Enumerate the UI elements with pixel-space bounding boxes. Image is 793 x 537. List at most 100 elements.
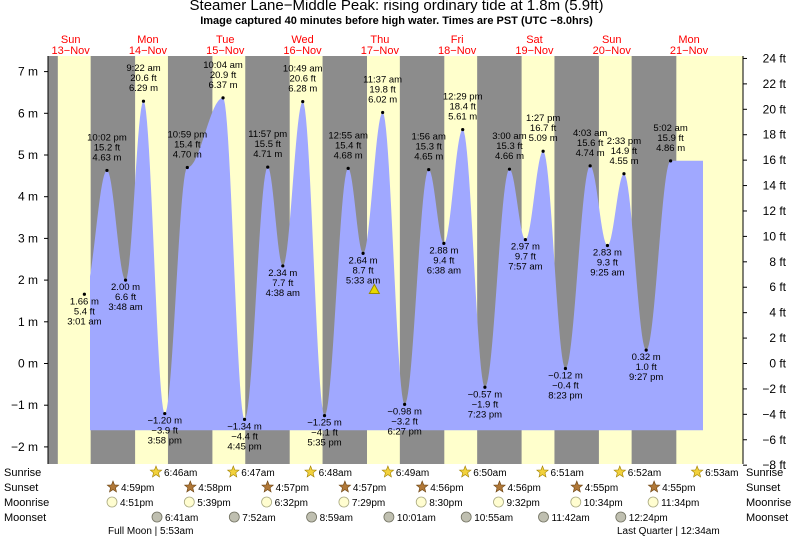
sunset-icon	[106, 480, 120, 493]
day-date: 16−Nov	[283, 45, 322, 57]
moonrise-icon	[183, 496, 195, 508]
tide-point	[461, 127, 465, 132]
moonset-time: 11:42am	[552, 513, 590, 524]
sunrise-time: 6:48am	[319, 468, 352, 479]
right-tick-label: 2 ft	[769, 331, 786, 345]
right-tick-label: 12 ft	[763, 204, 787, 218]
right-tick-label: 22 ft	[763, 77, 787, 91]
tide-label: 3:58 pm	[148, 436, 182, 447]
moonrise-icon	[493, 496, 504, 508]
tide-label: 3:01 am	[67, 316, 101, 327]
tide-label: 0.32 m	[632, 352, 661, 363]
moon-phase-note: Full Moon | 5:53am	[108, 526, 193, 537]
sunset-icon	[570, 480, 584, 493]
moonset-icon	[228, 511, 240, 523]
tide-label: 2:33 pm	[607, 136, 641, 147]
row-label-right: Sunrise	[746, 467, 783, 479]
right-tick-label: −2 ft	[762, 382, 786, 396]
tide-label: 4:38 am	[266, 288, 300, 299]
chart-title: Steamer Lane−Middle Peak: rising ordinar…	[189, 0, 604, 14]
tide-label: 16.7 ft	[530, 123, 557, 134]
right-tick-label: 14 ft	[763, 179, 787, 193]
sunrise-time: 6:49am	[396, 468, 429, 479]
tide-label: 5.09 m	[529, 133, 558, 144]
tide-label: −4.1 ft	[311, 428, 338, 439]
day-name: Mon	[678, 34, 699, 46]
sunrise-icon	[304, 465, 318, 478]
day-name: Mon	[137, 34, 158, 46]
left-tick-label: 0 m	[18, 357, 38, 371]
day-name: Wed	[291, 34, 313, 46]
day-date: 14−Nov	[129, 45, 168, 57]
tide-point	[563, 366, 568, 371]
tide-point	[82, 292, 86, 296]
sunset-icon	[647, 480, 661, 493]
tide-point	[185, 165, 189, 170]
tide-label: 18.4 ft	[449, 102, 476, 113]
sunset-icon	[261, 480, 275, 493]
tide-label: 2.34 m	[268, 268, 297, 279]
day-name: Fri	[451, 34, 464, 46]
right-tick-label: 8 ft	[769, 255, 786, 269]
tide-label: 3:48 am	[108, 302, 142, 313]
sunset-time: 4:57pm	[276, 483, 309, 494]
right-tick-label: 10 ft	[763, 229, 787, 243]
tide-label: −1.25 m	[307, 418, 342, 429]
tide-point	[163, 411, 167, 416]
row-label-right: Moonset	[746, 512, 788, 524]
row-label-left: Sunset	[4, 482, 38, 494]
right-tick-label: 18 ft	[763, 128, 787, 142]
tide-label: 9:22 am	[126, 63, 160, 74]
moonset-icon	[306, 511, 318, 523]
day-name: Thu	[370, 34, 389, 46]
right-tick-label: −6 ft	[762, 433, 786, 447]
row-label-right: Moonrise	[746, 497, 791, 509]
tide-label: 1.66 m	[70, 296, 99, 307]
moonrise-icon	[570, 496, 582, 508]
tide-label: 20.6 ft	[130, 73, 157, 84]
tide-label: 4.55 m	[609, 156, 638, 167]
sunset-time: 4:57pm	[353, 483, 386, 494]
moonrise-icon	[261, 496, 273, 508]
tide-point	[442, 241, 446, 246]
tide-label: 9.7 ft	[515, 252, 536, 263]
tide-area	[90, 97, 703, 431]
right-tick-label: −8 ft	[762, 458, 786, 472]
tide-label: 15.5 ft	[255, 139, 282, 150]
moonset-time: 7:52am	[242, 513, 275, 524]
tide-label: 10:59 pm	[168, 130, 208, 141]
sunrise-icon	[226, 465, 240, 478]
moonset-time: 6:41am	[165, 513, 198, 524]
tide-label: 10:02 pm	[87, 132, 127, 143]
tide-label: 9.3 ft	[597, 257, 618, 268]
row-label-left: Moonset	[4, 512, 46, 524]
day-date: 15−Nov	[206, 45, 245, 57]
row-label-left: Sunrise	[4, 467, 41, 479]
right-tick-label: 0 ft	[769, 357, 786, 371]
left-tick-label: 6 m	[18, 106, 38, 120]
tide-label: 1:27 pm	[526, 113, 560, 124]
tide-label: 1.0 ft	[636, 362, 657, 373]
tide-label: 15.3 ft	[496, 141, 523, 152]
sunrise-time: 6:47am	[241, 468, 274, 479]
tide-label: 2.00 m	[111, 282, 140, 293]
right-tick-label: −4 ft	[762, 407, 786, 421]
tide-point	[105, 168, 109, 173]
tide-label: 2.83 m	[593, 247, 622, 258]
tide-label: 6.29 m	[129, 83, 158, 94]
left-tick-label: −2 m	[11, 440, 38, 454]
night-band	[48, 56, 58, 464]
left-tick-label: 3 m	[18, 231, 38, 245]
tide-label: −3.9 ft	[151, 426, 178, 437]
sunrise-icon	[149, 465, 163, 478]
tide-point	[221, 96, 225, 100]
tide-label: 9:25 am	[590, 267, 624, 278]
left-tick-label: 1 m	[18, 315, 38, 329]
moonrise-icon	[338, 496, 350, 508]
moon-phase-note: Last Quarter | 12:34am	[617, 526, 720, 537]
right-tick-label: 24 ft	[763, 51, 787, 65]
tide-label: 11:37 am	[363, 74, 402, 85]
tide-label: 4.63 m	[92, 152, 121, 163]
tide-point	[427, 167, 431, 172]
